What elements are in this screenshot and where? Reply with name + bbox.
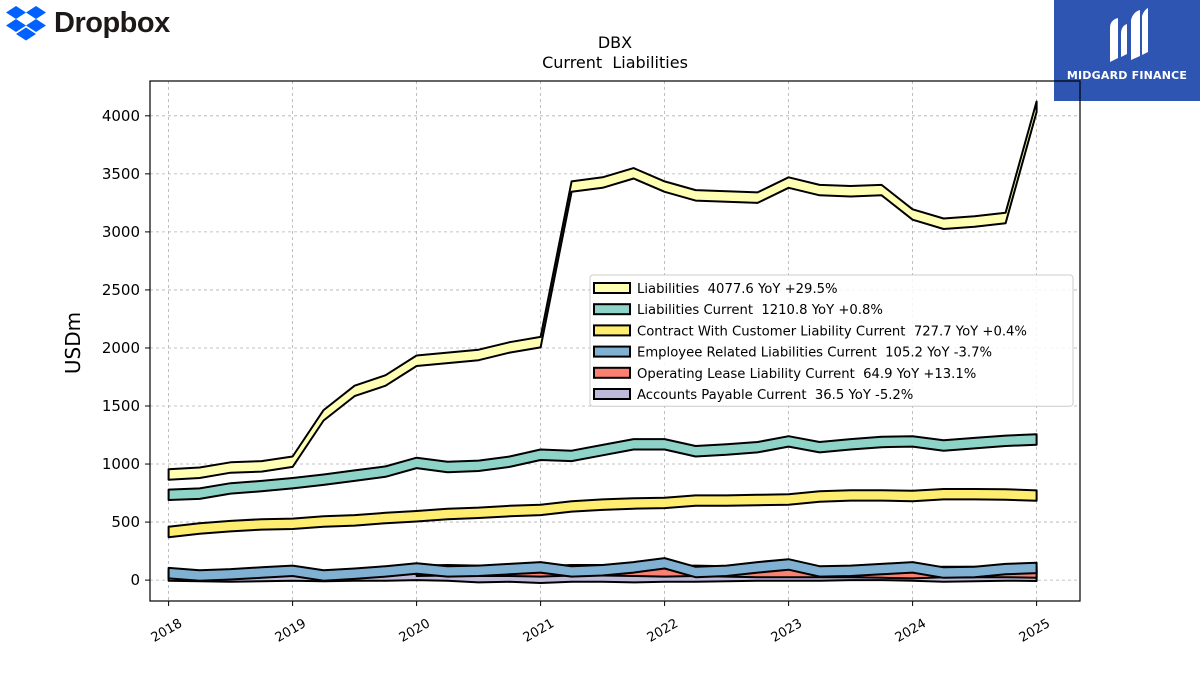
legend-swatch <box>593 303 631 316</box>
x-tick-label: 2020 <box>397 616 433 646</box>
y-tick-label: 3000 <box>102 223 140 241</box>
chart-title: DBX <box>598 33 632 52</box>
legend-label: Employee Related Liabilities Current 105… <box>637 346 992 361</box>
y-tick-label: 0 <box>130 571 140 589</box>
legend-label: Liabilities 4077.6 YoY +29.5% <box>637 282 838 297</box>
series-band-liabilities-current <box>167 433 1038 501</box>
legend-label: Operating Lease Liability Current 64.9 Y… <box>637 367 976 382</box>
y-tick-label: 4000 <box>102 107 140 125</box>
legend-swatch <box>593 345 631 358</box>
legend-swatch <box>593 282 631 294</box>
y-tick-label: 1500 <box>102 397 140 415</box>
legend: Liabilities 4077.6 YoY +29.5% Liabilities… <box>589 274 1074 407</box>
legend-label: Accounts Payable Current 36.5 YoY -5.2% <box>637 388 913 403</box>
y-tick-label: 2500 <box>102 281 140 299</box>
legend-label: Contract With Customer Liability Current… <box>637 324 1027 339</box>
midgard-badge: MIDGARD FINANCE <box>1054 0 1200 101</box>
legend-swatch <box>593 366 631 379</box>
series-band-contract-with-customer-liability-current <box>167 488 1038 539</box>
x-tick-label: 2022 <box>645 616 681 646</box>
y-tick-label: 3500 <box>102 165 140 183</box>
y-tick-label: 500 <box>111 513 140 531</box>
badge-name: MIDGARD FINANCE <box>1066 69 1188 82</box>
midgard-logo-icon <box>1110 8 1148 62</box>
x-tick-label: 2025 <box>1017 616 1053 646</box>
legend-box <box>589 274 1074 407</box>
plot-frame <box>149 80 1081 602</box>
legend-swatch <box>593 388 631 400</box>
series-band-liabilities <box>167 100 1038 481</box>
x-tick-label: 2023 <box>769 616 805 646</box>
y-tick-label: 1000 <box>102 455 140 473</box>
legend-swatch <box>593 324 631 337</box>
brand-name: Dropbox <box>54 6 170 39</box>
series-band-employee-related-liabilities-current <box>167 557 1038 582</box>
x-tick-label: 2018 <box>149 616 185 646</box>
brand-logo: Dropbox <box>6 4 170 42</box>
dropbox-box-icon <box>6 6 46 41</box>
x-tick-label: 2024 <box>893 616 929 646</box>
x-tick-label: 2019 <box>273 616 309 646</box>
x-tick-label: 2021 <box>521 616 557 646</box>
chart-subtitle: Current Liabilities <box>542 53 688 72</box>
series-layer <box>167 100 1038 584</box>
legend-label: Liabilities Current 1210.8 YoY +0.8% <box>637 303 883 318</box>
y-axis-label: USDm <box>61 312 85 374</box>
y-tick-label: 2000 <box>102 339 140 357</box>
